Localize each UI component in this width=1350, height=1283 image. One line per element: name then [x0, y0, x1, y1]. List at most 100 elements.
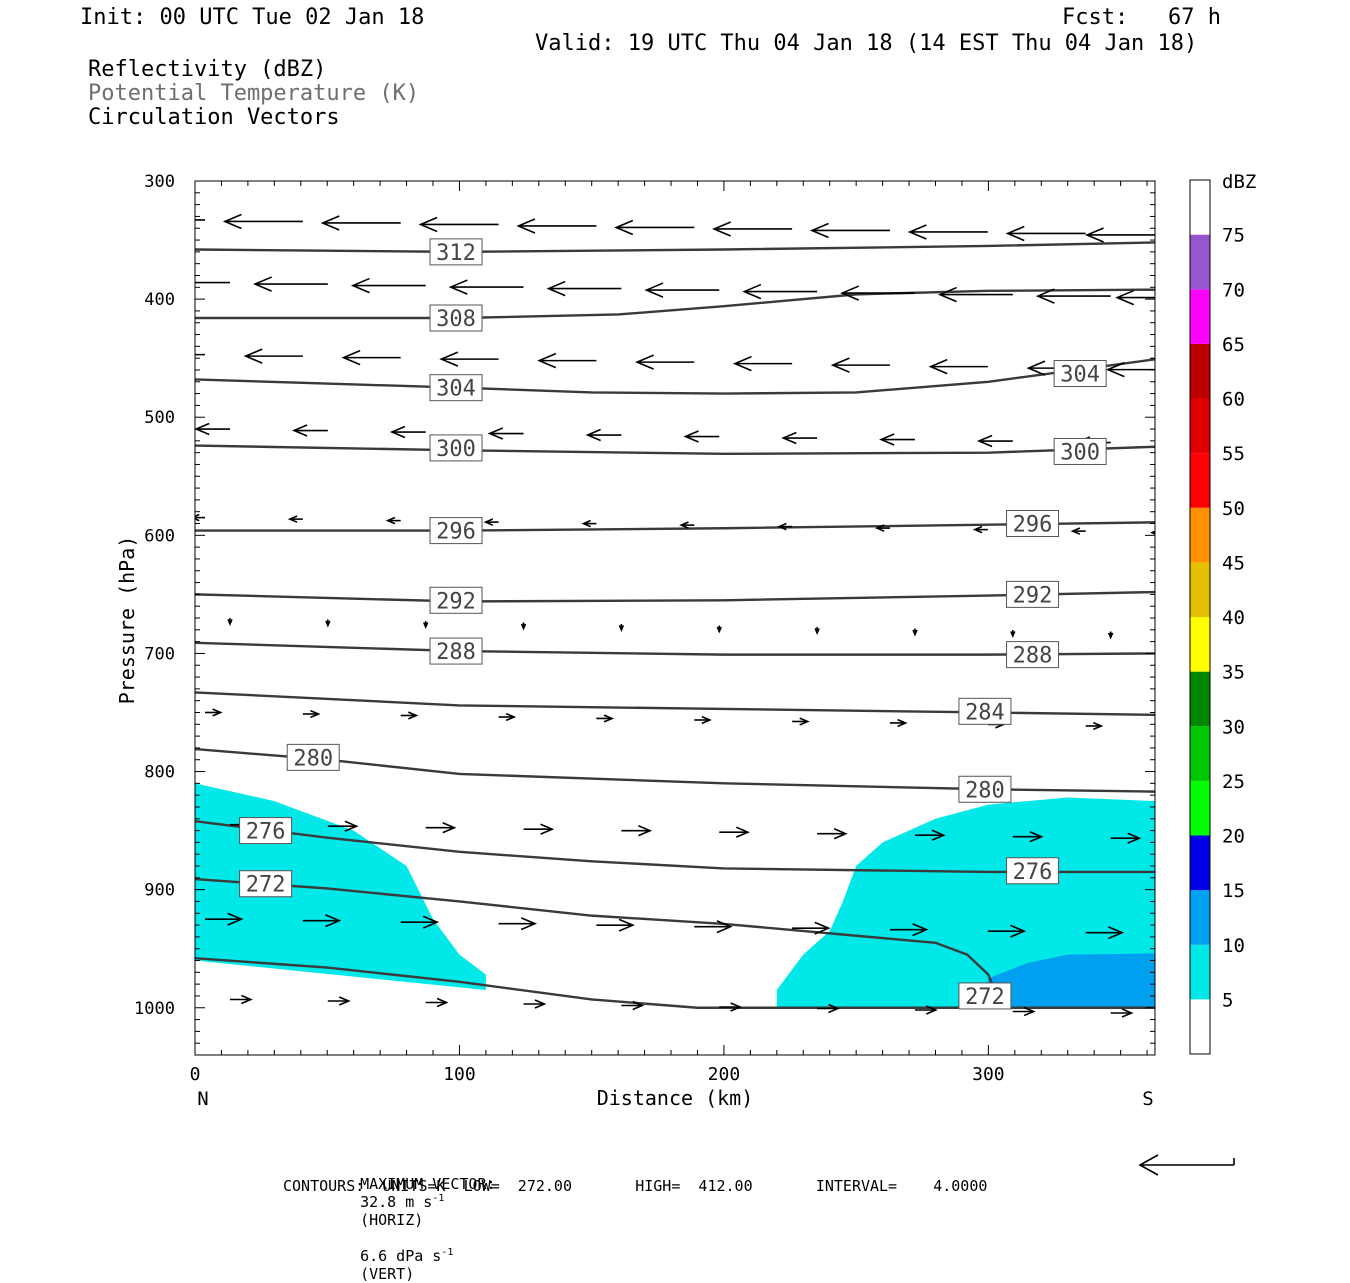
contour-label: 312 — [436, 241, 476, 266]
vector-head — [897, 718, 908, 728]
vector-head — [418, 216, 438, 233]
vector-head — [241, 994, 253, 1005]
vector-head — [1149, 530, 1155, 535]
contour-label-box — [429, 304, 483, 332]
colorbar-swatch — [1190, 999, 1210, 1054]
colorbar-swatch — [1190, 398, 1210, 454]
vector-head — [840, 285, 860, 301]
theta-contour-284 — [195, 691, 1155, 717]
vector-head — [1070, 527, 1081, 535]
colorbar-level-label: 15 — [1222, 880, 1245, 902]
contour-label: 292 — [436, 589, 476, 614]
field-theta: Potential Temperature (K) — [88, 81, 420, 106]
vector-head — [546, 280, 566, 297]
x-tick-label: 300 — [972, 1064, 1005, 1085]
vector-head — [1010, 631, 1016, 639]
vector-head — [287, 515, 298, 523]
horiz-tag: (HORIZ) — [360, 1211, 424, 1229]
vector-head — [614, 219, 634, 236]
vector-head — [701, 715, 712, 725]
x-tick-label: 100 — [443, 1064, 476, 1085]
colorbar-level-label: 35 — [1222, 662, 1245, 684]
contour-labels: 312 308 304 304 300 300 296 296 292 292 288 288 284 2… — [239, 238, 1107, 1010]
colorbar-level-label: 40 — [1222, 607, 1245, 629]
colorbar-swatch — [1190, 507, 1210, 563]
vector-head — [516, 218, 536, 234]
vector-head — [212, 708, 223, 717]
vector-head — [716, 920, 733, 934]
colorbar-swatch — [1190, 890, 1210, 945]
vector-head — [127, 213, 144, 227]
vector-head — [632, 1000, 645, 1011]
contour-label-box — [429, 238, 483, 266]
vector-head — [742, 283, 762, 300]
vector-head — [483, 518, 494, 526]
vector-head — [638, 825, 653, 837]
vector-head — [310, 709, 321, 719]
vector-head — [618, 918, 635, 932]
reflectivity-area-1 — [776, 797, 1155, 1008]
vector-head — [712, 221, 731, 237]
vector-head — [585, 428, 601, 442]
vector-head — [879, 433, 895, 446]
contour-label: 296 — [1013, 513, 1053, 538]
contour-label-box — [239, 870, 293, 898]
contour-label-box — [286, 743, 340, 771]
vector-head — [1084, 227, 1104, 243]
contour-label: 304 — [436, 377, 476, 402]
y-tick-label: 900 — [144, 881, 175, 901]
vector-head — [243, 348, 263, 364]
vector-head — [1115, 289, 1135, 306]
contour-label: 280 — [293, 746, 333, 771]
contour-label-box — [1006, 641, 1060, 669]
vector-head — [320, 215, 340, 231]
vector-head — [385, 516, 396, 525]
vector-head — [912, 923, 929, 937]
colorbar-level-label: 75 — [1222, 225, 1245, 247]
colorbar-swatch — [1190, 343, 1210, 399]
vector-head — [735, 826, 750, 838]
colorbar-level-label: 65 — [1222, 334, 1245, 356]
vector-head — [716, 626, 722, 634]
contours-info: CONTOURS: UNITS=K LOW= 272.00 HIGH= 412.… — [283, 1177, 988, 1195]
theta-contour-300 — [195, 444, 1155, 456]
colorbar-level-label: 70 — [1222, 279, 1245, 301]
vector-head — [814, 921, 831, 935]
vector-head — [976, 434, 993, 448]
vector-head — [683, 430, 699, 443]
contour-label: 276 — [1013, 860, 1053, 885]
vector-head — [1010, 924, 1027, 938]
vert-tag: (VERT) — [360, 1265, 415, 1283]
vector-head — [520, 917, 538, 931]
field-vectors: Circulation Vectors — [88, 105, 340, 130]
theta-contour-lower — [195, 956, 1155, 1009]
contour-label: 300 — [1060, 440, 1100, 465]
contour-label-box — [429, 517, 483, 545]
vector-head — [537, 352, 557, 369]
contour-label: 308 — [436, 307, 476, 332]
vector-head — [972, 525, 983, 534]
vector-head — [505, 712, 517, 722]
contour-label: 300 — [436, 437, 476, 462]
vector-head — [814, 628, 820, 636]
colorbar-swatch — [1190, 780, 1210, 836]
vector-head — [603, 714, 615, 723]
vector-head — [423, 915, 440, 929]
contour-label: 284 — [965, 700, 1005, 725]
contour-label: 276 — [246, 820, 286, 845]
max-vector-horiz: 32.8 m s — [360, 1193, 433, 1211]
vector-head — [809, 222, 829, 239]
vector-head — [252, 276, 272, 292]
vector-head — [732, 355, 752, 372]
colorbar-swatch — [1190, 835, 1210, 891]
contour-label-box — [429, 586, 483, 614]
vector-head — [730, 1002, 743, 1012]
axes: 0 100 200 300 300 400 500 600 700 800 900 1000 — [134, 172, 1155, 1085]
vector-head — [1107, 632, 1114, 640]
colorbar-level-label: 45 — [1222, 552, 1245, 574]
contour-label-box — [1006, 510, 1060, 538]
vector-head — [1154, 443, 1155, 445]
vector-head — [926, 1005, 938, 1015]
contour-label-box — [429, 637, 483, 665]
x-tick-label: 0 — [190, 1064, 201, 1085]
